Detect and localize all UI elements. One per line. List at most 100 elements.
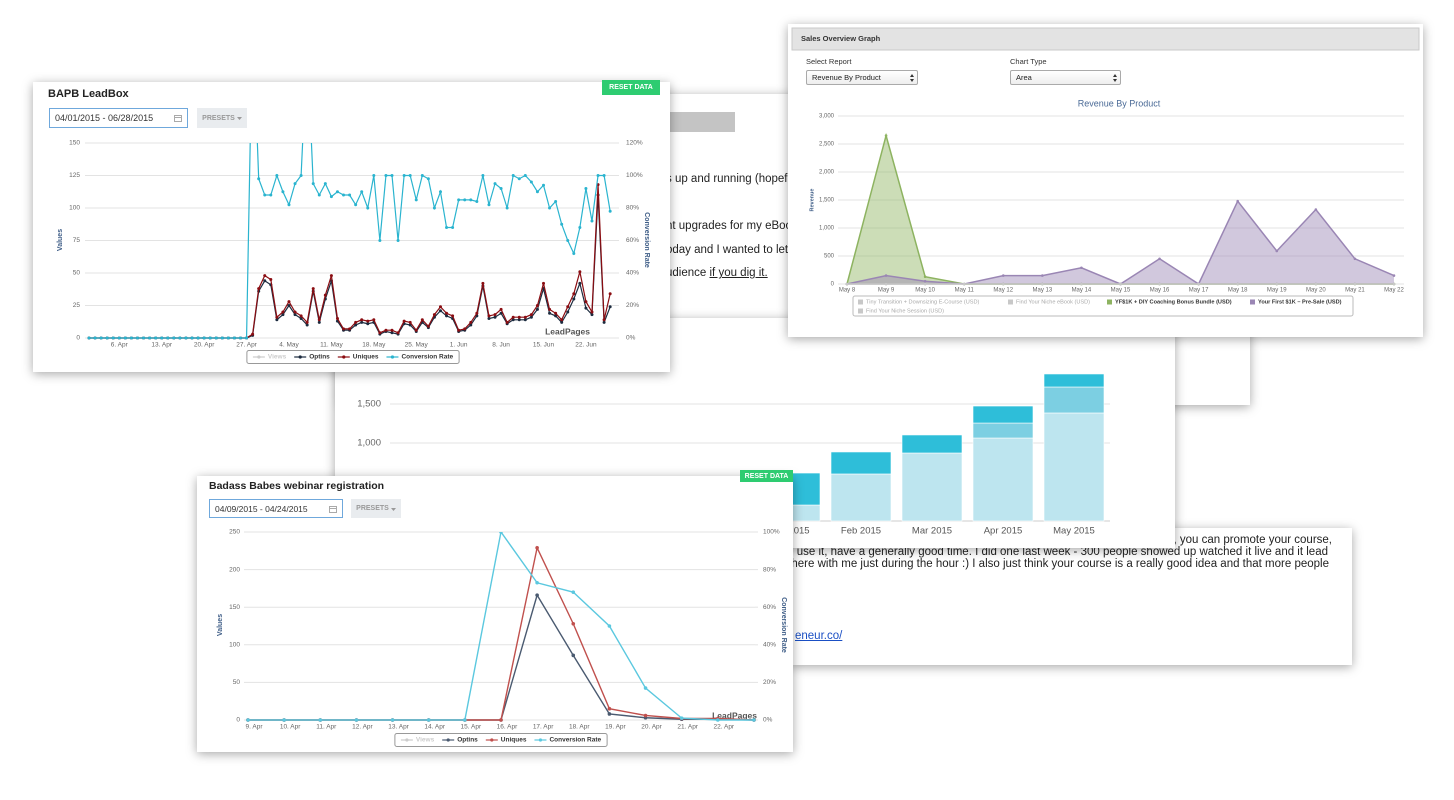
reset-button[interactable]: RESET DATA [602,80,660,95]
point-marker [499,307,503,311]
point-marker [596,174,600,177]
y-tick-label: 3,000 [819,114,835,120]
presets-button[interactable]: PRESETS [351,499,401,518]
report-select[interactable]: Revenue By Product [806,70,918,85]
leadbox-panel: LeadPages 0 25 50 75 100 125 150 0% 20% 40% 60% 80%… [33,80,670,372]
x-tick-label: 11. May [320,342,343,349]
x-tick-label: 13. Apr [388,724,409,731]
y2-tick-label: 0% [763,717,773,724]
point-marker [548,311,552,315]
point-marker [493,182,497,186]
chart-type-select[interactable]: Area [1010,70,1121,85]
legend-box [394,733,608,747]
point-marker [1001,274,1005,277]
point-marker [517,177,521,181]
point-marker [523,318,527,322]
y-tick-label: 0 [76,335,80,342]
point-marker [208,336,212,340]
x-tick-label: May 11 [955,288,975,294]
x-tick-label: May 21 [1345,288,1365,294]
legend-marker [298,355,302,359]
point-marker [608,305,612,309]
x-tick-label: 20. Apr [641,724,662,731]
point-marker [305,320,309,324]
x-tick-label: 16. Apr [497,724,518,731]
point-marker [360,318,364,322]
y-tick-label: 75 [73,237,81,244]
point-marker [571,653,576,658]
point-marker [202,336,206,340]
point-marker [602,318,606,322]
point-marker [432,206,436,210]
legend-swatch [1107,299,1112,305]
legend-marker [405,738,409,742]
point-marker [287,300,291,304]
sales-panel: Revenue By Product 0 500 1,000 1,500 2,000 2,5… [788,24,1423,337]
point-marker [432,313,436,317]
email-link[interactable]: if you dig it. [709,267,768,279]
point-marker [318,718,323,722]
line-chart: LeadPages 0 50 100 150 200 250 0% 20% 40% 60% 80% 1… [217,529,787,747]
point-marker [323,182,327,186]
bar-segment [972,422,1034,439]
point-marker [438,309,442,313]
y2-tick-label: 20% [626,302,639,309]
x-tick-label: May 8 [839,288,856,294]
point-marker [1080,282,1083,286]
point-marker [263,274,267,278]
legend-label: Uniques [501,737,527,744]
x-tick-label: 13. Apr [151,342,172,349]
date-value: 04/01/2015 - 06/28/2015 [55,113,154,123]
x-tick-label: 20. Apr [194,342,215,349]
point-marker [111,336,115,340]
point-marker [548,206,552,210]
point-marker [1158,282,1161,286]
point-marker [232,336,236,340]
point-marker [311,182,315,186]
legend-marker [390,355,395,359]
reset-button[interactable]: RESET DATA [740,470,793,482]
point-marker [499,718,503,722]
email-link[interactable]: eneur.co/ [795,630,843,642]
x-tick-label: May 15 [1111,288,1131,294]
x-tick-label: 21. Apr [677,724,698,731]
point-marker [354,320,358,324]
x-tick-label: 15. Apr [461,724,482,731]
point-marker [420,318,424,322]
point-marker [487,203,491,207]
y-tick-label: 250 [229,529,240,536]
point-marker [305,323,309,327]
x-tick-label: 22. Apr [714,724,735,731]
point-marker [499,532,503,534]
presets-button[interactable]: PRESETS [197,108,247,128]
point-marker [342,327,346,331]
x-tick-label: May 2015 [1053,526,1095,537]
y-tick-label: 2,500 [819,142,835,148]
date-input[interactable]: 04/01/2015 - 06/28/2015 [49,108,188,128]
point-marker [154,336,158,340]
point-marker [299,314,303,318]
point-marker [117,336,121,340]
point-marker [535,190,539,194]
legend-marker [490,738,494,742]
email-line: oon, you can promote your course, [1154,534,1332,546]
point-marker [469,323,473,327]
x-tick-label: May 22 [1384,288,1404,294]
plot [845,132,1396,286]
point-marker [499,187,503,190]
y2-tick-label: 0% [626,335,636,342]
point-marker [1275,282,1279,286]
point-marker [172,336,176,340]
date-input[interactable]: 04/09/2015 - 04/24/2015 [209,499,343,518]
point-marker [1314,208,1318,211]
x-tick-label: May 20 [1306,288,1326,294]
y-tick-label: 1,000 [819,226,835,232]
point-marker [535,307,539,311]
x-tick-label: 25. May [405,342,429,349]
point-marker [299,174,303,177]
point-marker [281,313,285,317]
plot [246,532,756,722]
point-marker [293,182,297,186]
x-tick-label: May 16 [1150,288,1170,294]
x-tick-label: May 14 [1072,288,1092,294]
